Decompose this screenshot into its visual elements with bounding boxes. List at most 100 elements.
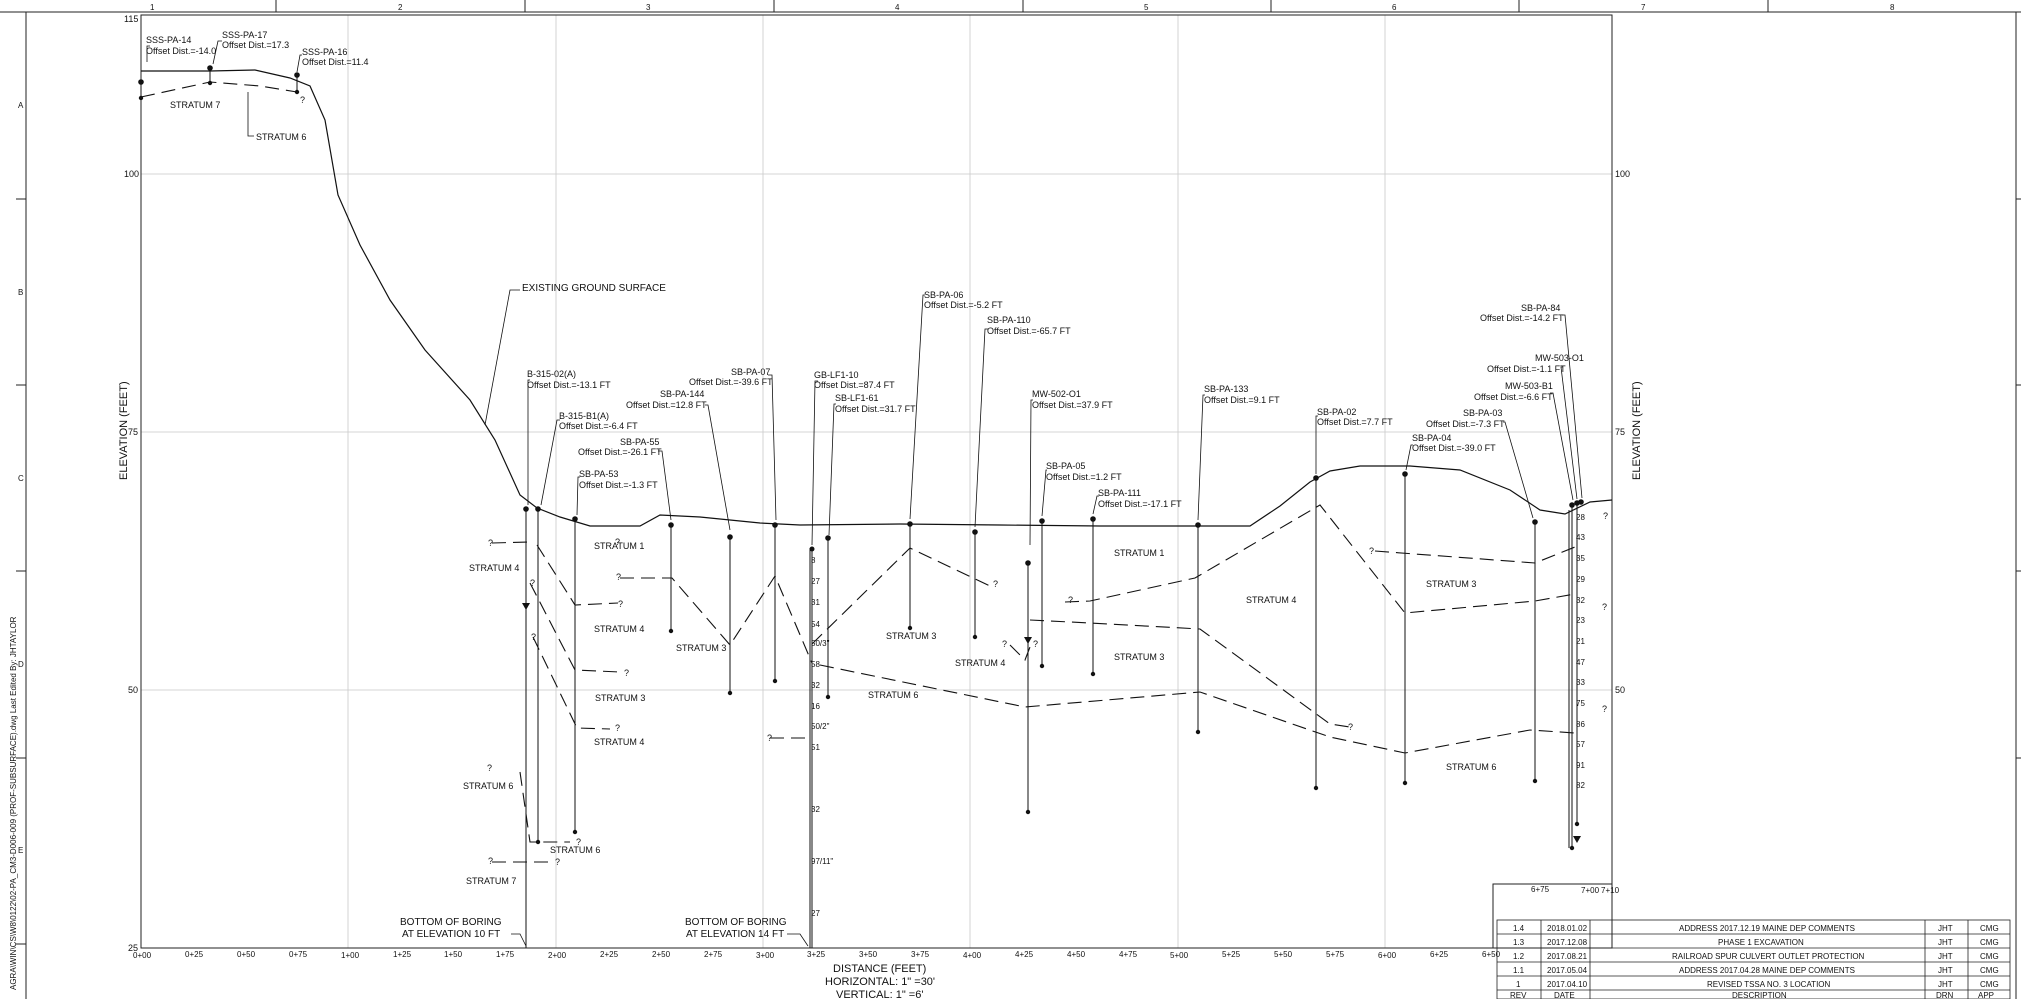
revision-table [1496, 919, 2011, 999]
svg-text:?: ? [993, 579, 998, 589]
svg-text:31: 31 [811, 598, 820, 607]
svg-text:STRATUM 1: STRATUM 1 [1114, 548, 1164, 558]
svg-text:2017.08.21: 2017.08.21 [1547, 952, 1588, 961]
zone-ticks-top [275, 0, 1769, 12]
svg-text:SB-PA-84: SB-PA-84 [1521, 303, 1560, 313]
svg-text:?: ? [615, 537, 620, 547]
svg-text:SB-PA-53: SB-PA-53 [579, 469, 618, 479]
svg-text:2+50: 2+50 [652, 950, 671, 959]
svg-text:6+25: 6+25 [1430, 950, 1449, 959]
boring-label: B-315-B1(A)Offset Dist.=-6.4 FT [559, 411, 638, 431]
svg-text:?: ? [1369, 546, 1374, 556]
svg-text:MW-503-O1: MW-503-O1 [1535, 353, 1584, 363]
revision-rows: 1.4 2018.01.02 ADDRESS 2017.12.19 MAINE … [1510, 924, 1999, 999]
svg-text:1.3: 1.3 [1513, 938, 1525, 947]
svg-text:3+00: 3+00 [756, 951, 775, 960]
svg-text:6+00: 6+00 [1378, 951, 1397, 960]
svg-text:DESCRIPTION: DESCRIPTION [1732, 991, 1787, 999]
svg-text:32: 32 [811, 805, 820, 814]
svg-text:Offset Dist.=-6.4 FT: Offset Dist.=-6.4 FT [559, 421, 638, 431]
svg-text:REV: REV [1510, 991, 1527, 999]
svg-text:CMG: CMG [1980, 938, 1999, 947]
svg-text:91: 91 [1576, 761, 1585, 770]
svg-text:32: 32 [1576, 596, 1585, 605]
svg-text:STRATUM 4: STRATUM 4 [594, 737, 644, 747]
inset-frame [1492, 883, 1612, 948]
svg-text:16: 16 [811, 702, 820, 711]
svg-text:?: ? [767, 733, 772, 743]
svg-text:Offset Dist.=7.7 FT: Offset Dist.=7.7 FT [1317, 417, 1393, 427]
svg-text:Offset Dist.=-14.2 FT: Offset Dist.=-14.2 FT [1480, 313, 1564, 323]
zone-a: A [18, 101, 24, 110]
svg-text:0+25: 0+25 [185, 950, 204, 959]
bottom-boring-callout-2a: BOTTOM OF BORING [685, 917, 787, 928]
svg-text:?: ? [1348, 722, 1353, 732]
svg-text:?: ? [487, 763, 492, 773]
zone-2: 2 [398, 3, 403, 12]
svg-text:0+00: 0+00 [133, 951, 152, 960]
svg-text:2017.04.10: 2017.04.10 [1547, 980, 1588, 989]
existing-ground-line [141, 69, 1613, 527]
zone-c: C [18, 474, 24, 483]
zone-1: 1 [150, 3, 155, 12]
svg-text:4+75: 4+75 [1119, 950, 1138, 959]
svg-text:JHT: JHT [1938, 980, 1953, 989]
stratum-labels: STRATUM 7 STRATUM 6 STRATUM 1 STRATUM 4 … [170, 100, 1496, 886]
svg-text:58: 58 [811, 660, 820, 669]
svg-text:DATE: DATE [1554, 991, 1575, 999]
svg-text:6+75: 6+75 [1531, 885, 1550, 894]
svg-text:2018.01.02: 2018.01.02 [1547, 924, 1588, 933]
svg-text:SB-PA-55: SB-PA-55 [620, 437, 659, 447]
svg-text:?: ? [1602, 704, 1607, 714]
svg-text:SB-PA-144: SB-PA-144 [660, 389, 704, 399]
svg-text:2+00: 2+00 [548, 951, 567, 960]
revision-row: 1.4 2018.01.02 ADDRESS 2017.12.19 MAINE … [1513, 924, 1999, 933]
svg-text:35: 35 [1576, 554, 1585, 563]
svg-text:B-315-B1(A): B-315-B1(A) [559, 411, 609, 421]
svg-text:5+50: 5+50 [1274, 950, 1293, 959]
svg-text:STRATUM 4: STRATUM 4 [469, 563, 519, 573]
boring-label: B-315-02(A)Offset Dist.=-13.1 FT [527, 369, 611, 390]
svg-text:GB-LF1-10: GB-LF1-10 [814, 370, 859, 380]
scale-vertical: VERTICAL: 1" =6' [836, 989, 923, 999]
water-level-icon [522, 603, 530, 610]
svg-text:SSS-PA-14: SSS-PA-14 [146, 35, 191, 45]
svg-text:2+25: 2+25 [600, 950, 619, 959]
svg-text:SB-PA-110: SB-PA-110 [987, 315, 1031, 325]
svg-text:2017.05.04: 2017.05.04 [1547, 966, 1588, 975]
svg-text:51: 51 [811, 743, 820, 752]
zone-5: 5 [1144, 3, 1149, 12]
svg-text:?: ? [530, 578, 535, 588]
svg-text:?: ? [555, 857, 560, 867]
svg-text:Offset Dist.=11.4: Offset Dist.=11.4 [302, 57, 368, 67]
zone-b: B [18, 288, 23, 297]
svg-text:57: 57 [1576, 740, 1585, 749]
scale-horizontal: HORIZONTAL: 1" =30' [825, 976, 935, 988]
zone-d: D [18, 660, 24, 669]
svg-text:STRATUM 7: STRATUM 7 [466, 876, 516, 886]
bottom-boring-callout-2b: AT ELEVATION 14 FT [686, 929, 784, 940]
file-path-note: AGRA\WIN\CS\W8\0122\02-PA_CM3-D006-009 (… [9, 616, 18, 990]
svg-text:STRATUM 3: STRATUM 3 [886, 631, 936, 641]
svg-text:75: 75 [1576, 699, 1585, 708]
y-tick-50: 50 [128, 685, 138, 695]
svg-text:?: ? [1033, 639, 1038, 649]
svg-text:SB-PA-06: SB-PA-06 [924, 290, 963, 300]
svg-text:1+25: 1+25 [393, 950, 412, 959]
svg-text:Offset Dist.=12.8 FT: Offset Dist.=12.8 FT [626, 400, 707, 410]
water-level-icon [1573, 836, 1581, 843]
svg-text:4+50: 4+50 [1067, 950, 1086, 959]
